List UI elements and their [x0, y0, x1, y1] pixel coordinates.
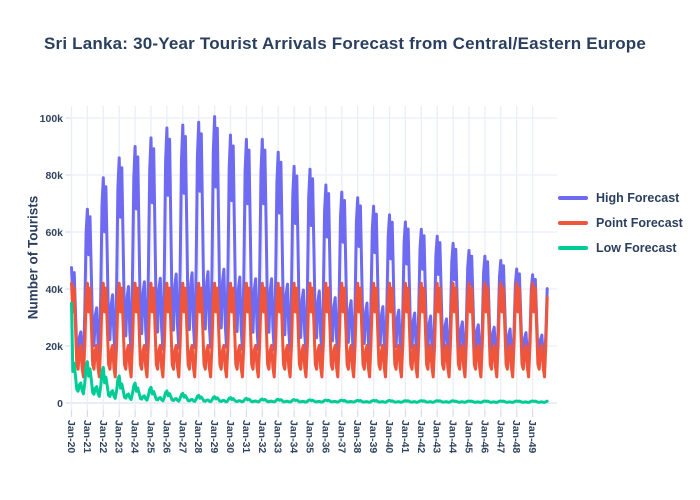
series-line-low-forecast[interactable] [70, 301, 549, 404]
x-tick-label: Jan-48 [510, 420, 522, 453]
x-tick-label: Jan-27 [176, 420, 188, 453]
legend-item-low-forecast[interactable]: Low Forecast [558, 241, 683, 255]
x-tick-label: Jan-39 [367, 420, 379, 453]
series-line-high-forecast[interactable] [70, 115, 549, 367]
x-tick-label: Jan-26 [160, 420, 172, 453]
legend-item-point-forecast[interactable]: Point Forecast [558, 216, 683, 230]
x-tick-label: Jan-41 [399, 420, 411, 453]
y-tick-label: 60k [45, 227, 63, 239]
x-tick-label: Jan-43 [431, 420, 443, 453]
x-tick-label: Jan-40 [383, 420, 395, 453]
x-tick-label: Jan-20 [65, 420, 77, 453]
x-tick-label: Jan-24 [129, 420, 141, 453]
x-tick-label: Jan-35 [304, 420, 316, 453]
x-tick-label: Jan-22 [97, 420, 109, 453]
x-tick-label: Jan-49 [526, 420, 538, 453]
x-tick-label: Jan-44 [447, 420, 459, 453]
x-tick-label: Jan-36 [319, 420, 331, 453]
x-tick-label: Jan-31 [240, 420, 252, 453]
x-tick-label: Jan-47 [494, 420, 506, 453]
legend-item-high-forecast[interactable]: High Forecast [558, 191, 683, 205]
x-tick-label: Jan-30 [224, 420, 236, 453]
legend-label: Low Forecast [596, 241, 677, 255]
y-tick-label: 40k [45, 284, 63, 296]
legend-label: High Forecast [596, 191, 680, 205]
x-tick-label: Jan-28 [192, 420, 204, 453]
high-forecast-line-icon [558, 196, 588, 200]
legend: High Forecast Point Forecast Low Forecas… [558, 191, 683, 266]
low-forecast-line-icon [558, 246, 588, 250]
y-tick-label: 100k [40, 113, 64, 125]
x-tick-label: Jan-46 [478, 420, 490, 453]
x-tick-label: Jan-25 [145, 420, 157, 453]
series-line-point-forecast[interactable] [70, 281, 549, 379]
x-tick-label: Jan-32 [256, 420, 268, 453]
point-forecast-line-icon [558, 221, 588, 225]
x-tick-label: Jan-23 [113, 420, 125, 453]
x-tick-label: Jan-37 [335, 420, 347, 453]
x-tick-label: Jan-34 [288, 420, 300, 453]
x-tick-label: Jan-38 [351, 420, 363, 453]
y-tick-label: 20k [45, 341, 63, 353]
y-tick-label: 80k [45, 170, 63, 182]
legend-label: Point Forecast [596, 216, 683, 230]
x-tick-label: Jan-29 [208, 420, 220, 453]
x-tick-label: Jan-42 [415, 420, 427, 453]
y-tick-label: 0 [57, 398, 63, 410]
x-tick-label: Jan-21 [81, 420, 93, 453]
x-tick-label: Jan-45 [463, 420, 475, 453]
x-tick-label: Jan-33 [272, 420, 284, 453]
chart-title: Sri Lanka: 30-Year Tourist Arrivals Fore… [43, 34, 647, 53]
